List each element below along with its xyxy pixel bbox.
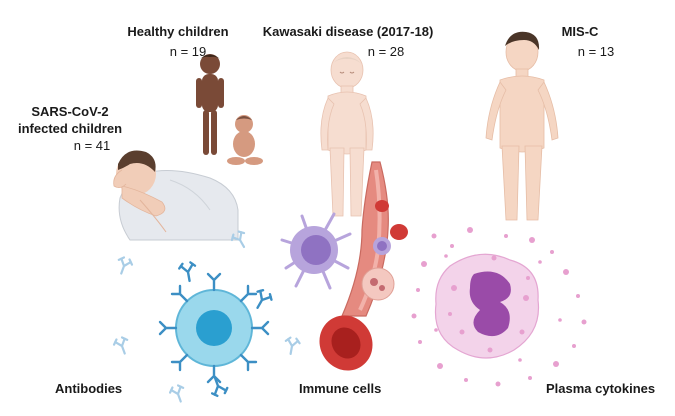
- blood-vessel-icon: [341, 161, 408, 317]
- antibodies-label: Antibodies: [55, 381, 123, 396]
- kawasaki-child-icon: [320, 51, 374, 217]
- misc-title: MIS-C: [561, 24, 599, 39]
- sarscov2-title-line2: infected children: [17, 121, 123, 136]
- sarscov2-title-line1: SARS-CoV-2: [31, 104, 109, 119]
- healthy-count: n = 19: [169, 44, 207, 59]
- sarscov2-count: n = 41: [73, 138, 111, 153]
- red-blood-cell-icon: [319, 315, 373, 371]
- kawasaki-count: n = 28: [367, 44, 405, 59]
- kawasaki-title: Kawasaki disease (2017-18): [262, 24, 434, 39]
- plasma-cytokines-label: Plasma cytokines: [546, 381, 656, 396]
- healthy-children-icon: [196, 54, 263, 165]
- immune-cells-label: Immune cells: [299, 381, 382, 396]
- b-cell-icon: [158, 272, 270, 384]
- neutrophil-icon: [434, 253, 540, 359]
- healthy-title: Healthy children: [127, 24, 229, 39]
- dendritic-cell-icon: [280, 212, 352, 290]
- misc-count: n = 13: [577, 44, 615, 59]
- sick-child-icon: [113, 150, 239, 241]
- misc-child-icon: [485, 31, 559, 221]
